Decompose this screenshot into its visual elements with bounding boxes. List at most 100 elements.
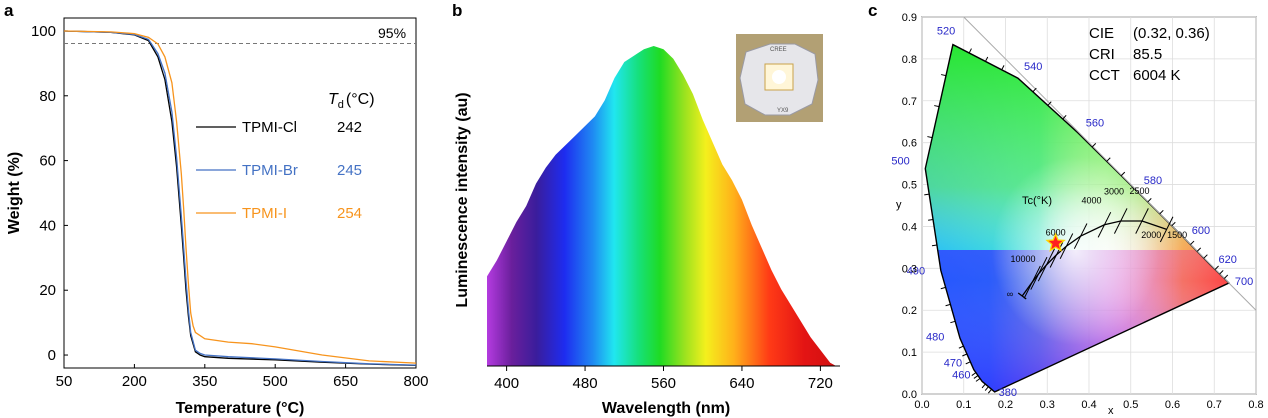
cct-value: 6004 K (1133, 67, 1181, 84)
cct-label-∞: ∞ (1007, 289, 1013, 299)
panel-b: b 400 480 560 640 720 CREE YX9 Wavelength (n… (452, 1, 840, 417)
x-tick-label-a-5: 800 (403, 373, 428, 390)
locus-tick (1196, 247, 1202, 252)
y-tick-label-a-5: 100 (31, 23, 56, 40)
x-tick-label-b-0: 400 (494, 375, 519, 392)
legend-a: Td (°C) TPMI-Cl 242 TPMI-Br 245 TPMI-I 25… (196, 91, 375, 222)
x-tick-label-c-6: 0.6 (1165, 399, 1180, 411)
cie-point-star (1045, 232, 1066, 252)
cct-label-3000: 3000 (1104, 187, 1124, 197)
reference-label: 95% (378, 25, 406, 41)
legend-label-cl: TPMI-Cl (242, 119, 297, 136)
cct-label-2000: 2000 (1141, 230, 1161, 240)
locus-tick (1047, 101, 1052, 106)
locus-label-700: 700 (1235, 276, 1253, 288)
locus-tick (1062, 114, 1067, 120)
axis-ticks-c: 0.0 0.1 0.2 0.3 0.4 0.5 0.6 0.7 0.8 0.0 0.1 0.2 0.3 0… (902, 12, 1264, 411)
legend-td-cl: 242 (337, 119, 362, 136)
photo-text-yx9: YX9 (777, 108, 789, 114)
locus-tick (962, 353, 968, 357)
locus-label-380: 380 (999, 387, 1017, 399)
x-tick-label-a-4: 650 (333, 373, 358, 390)
x-tick-label-b-4: 720 (808, 375, 833, 392)
iso-line-10 (1159, 216, 1174, 243)
series-line-tpmi-cl (63, 30, 417, 367)
iso-line-1 (1023, 265, 1041, 299)
y-tick-label-a-2: 40 (39, 217, 56, 234)
locus-tick (1190, 240, 1195, 245)
iso-line-6 (1073, 223, 1088, 249)
y-tick-label-c-6: 0.6 (902, 138, 917, 150)
locus-tick (1159, 209, 1164, 215)
y-tick-label-c-2: 0.2 (902, 305, 917, 317)
iso-line-3 (1037, 248, 1055, 282)
locus-label-490: 490 (907, 265, 925, 277)
y-tick-label-a-0: 0 (48, 347, 56, 364)
y-axis-title-a: Weight (%) (6, 152, 23, 234)
x-tick-label-c-3: 0.3 (1040, 399, 1055, 411)
y-tick-label-a-4: 80 (39, 88, 56, 105)
x-tick-label-c-2: 0.2 (998, 399, 1013, 411)
inset-photo: CREE YX9 (736, 34, 823, 122)
locus-tick (1147, 198, 1152, 203)
y-tick-label-c-9: 0.9 (902, 12, 917, 24)
y-tick-label-c-0: 0.0 (902, 389, 917, 401)
locus-tick (927, 136, 933, 139)
locus-tick (940, 286, 946, 290)
locus-tick (985, 56, 989, 62)
locus-label-520: 520 (937, 26, 955, 38)
cri-value: 85.5 (1133, 46, 1162, 63)
panel-label-c: c (868, 1, 877, 20)
locus-label-500: 500 (891, 156, 909, 168)
x-tick-label-a-2: 350 (192, 373, 217, 390)
locus-tick (1106, 157, 1111, 162)
locus-tick (1001, 65, 1005, 71)
x-tick-label-a-3: 500 (263, 373, 288, 390)
y-tick-label-c-4: 0.4 (902, 221, 917, 233)
locus-label-540: 540 (1024, 61, 1042, 73)
spectrum-area (487, 46, 837, 366)
locus-tick (971, 372, 977, 376)
locus-ticks (924, 48, 1229, 394)
cct-label-1500: 1500 (1167, 230, 1187, 240)
locus-tick (958, 345, 964, 349)
tga-curves (63, 30, 417, 367)
iso-line-inf (1017, 292, 1027, 300)
locus-tick (968, 48, 972, 54)
locus-tick (975, 378, 981, 382)
panel-a: a 95% 50 200 350 500 650 800 0 20 40 60 80 100 Td (°… (4, 1, 429, 417)
axis-ticks-a: 50 200 350 500 650 800 0 20 40 60 80 100 (31, 23, 429, 390)
x-tick-label-c-7: 0.7 (1207, 399, 1222, 411)
locus-tick (941, 74, 947, 77)
x-tick-label-c-0: 0.0 (914, 399, 929, 411)
panel-label-b: b (452, 1, 462, 20)
x-tick-label-c-5: 0.5 (1123, 399, 1138, 411)
planckian-label: Tc(°K) (1022, 195, 1052, 207)
locus-label-560: 560 (1086, 118, 1104, 130)
locus-tick (924, 193, 930, 196)
x-tick-label-b-2: 560 (651, 375, 676, 392)
iso-line-7 (1097, 211, 1112, 238)
cct-label-4000: 4000 (1081, 195, 1101, 205)
y-tick-label-c-7: 0.7 (902, 96, 917, 108)
y-tick-label-c-1: 0.1 (902, 347, 917, 359)
locus-tick (931, 244, 938, 247)
legend-label-br: TPMI-Br (242, 162, 298, 179)
photo-text-cree: CREE (770, 47, 787, 53)
led-glow (772, 70, 786, 84)
locus-label-600: 600 (1192, 225, 1210, 237)
cie-value: (0.32, 0.36) (1133, 25, 1210, 42)
locus-tick (1091, 143, 1097, 148)
y-tick-label-a-1: 20 (39, 282, 56, 299)
locus-tick (1219, 270, 1224, 275)
cct-label-10000: 10000 (1011, 254, 1036, 264)
x-tick-label-a-1: 200 (122, 373, 147, 390)
locus-tick (950, 320, 956, 324)
cie-label: CIE (1089, 25, 1114, 42)
cct-label: CCT (1089, 67, 1120, 84)
series-line-tpmi-i (63, 30, 417, 364)
locus-tick (965, 361, 971, 365)
y-tick-label-a-3: 60 (39, 153, 56, 170)
